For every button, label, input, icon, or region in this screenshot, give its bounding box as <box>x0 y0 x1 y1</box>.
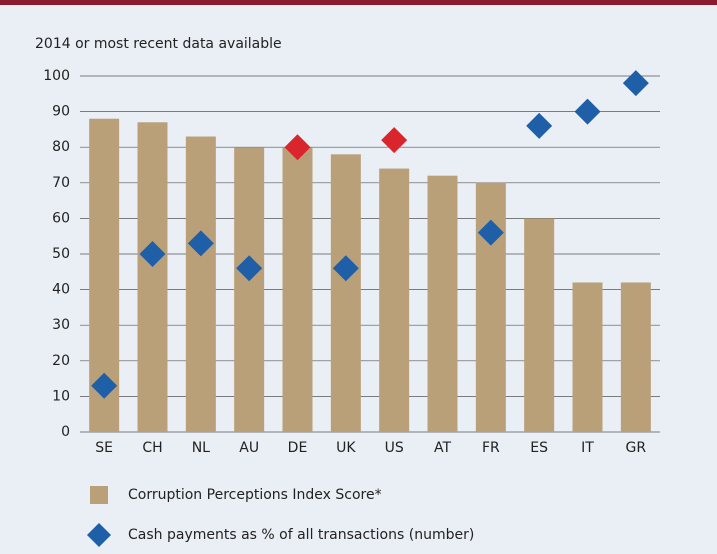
x-tick-label: GR <box>626 440 647 456</box>
x-tick-label: CH <box>142 440 162 456</box>
y-tick-label: 20 <box>52 353 70 369</box>
x-tick-label: SE <box>95 440 113 456</box>
bar <box>330 154 361 432</box>
y-tick-label: 10 <box>52 388 70 404</box>
y-tick-label: 30 <box>52 317 70 333</box>
diamond-marker <box>381 127 408 154</box>
x-tick-label: ES <box>530 440 548 456</box>
y-tick-label: 90 <box>52 104 70 120</box>
x-tick-label: US <box>385 440 404 456</box>
x-tick-label: FR <box>482 440 500 456</box>
x-tick-label: AT <box>434 440 451 456</box>
bar <box>234 147 265 432</box>
x-tick-label: NL <box>192 440 210 456</box>
legend-swatch <box>87 523 111 547</box>
bar <box>137 122 168 432</box>
bar <box>524 218 555 432</box>
bar <box>427 175 458 432</box>
y-tick-label: 70 <box>52 175 70 191</box>
chart-subtitle: 2014 or most recent data available <box>35 36 282 52</box>
bar <box>620 282 651 432</box>
y-tick-label: 40 <box>52 282 70 298</box>
bar <box>572 282 603 432</box>
diamond-marker <box>139 241 166 267</box>
x-tick-label: DE <box>288 440 308 456</box>
diamond-marker <box>332 255 359 282</box>
y-tick-label: 60 <box>52 210 70 226</box>
y-tick-label: 100 <box>43 68 70 84</box>
x-tick-label: AU <box>239 440 259 456</box>
diamond-marker <box>236 255 263 282</box>
y-tick-label: 0 <box>61 424 70 440</box>
bar <box>379 168 410 432</box>
diamond-marker <box>187 230 214 257</box>
diamond-marker <box>91 372 118 399</box>
x-tick-label: IT <box>581 440 594 456</box>
top-border <box>0 0 717 5</box>
y-tick-label: 50 <box>52 246 70 262</box>
diamond-marker <box>477 219 504 246</box>
legend-label: Corruption Perceptions Index Score* <box>128 487 382 503</box>
diamond-marker <box>284 134 311 161</box>
diamond-marker <box>574 98 601 125</box>
bar <box>185 136 216 432</box>
diamond-marker <box>526 112 553 139</box>
y-tick-label: 80 <box>52 139 70 155</box>
diamond-marker <box>622 70 649 97</box>
legend-label: Cash payments as % of all transactions (… <box>128 527 474 543</box>
x-tick-label: UK <box>336 440 356 456</box>
bar <box>282 147 313 432</box>
legend-swatch <box>90 486 108 504</box>
